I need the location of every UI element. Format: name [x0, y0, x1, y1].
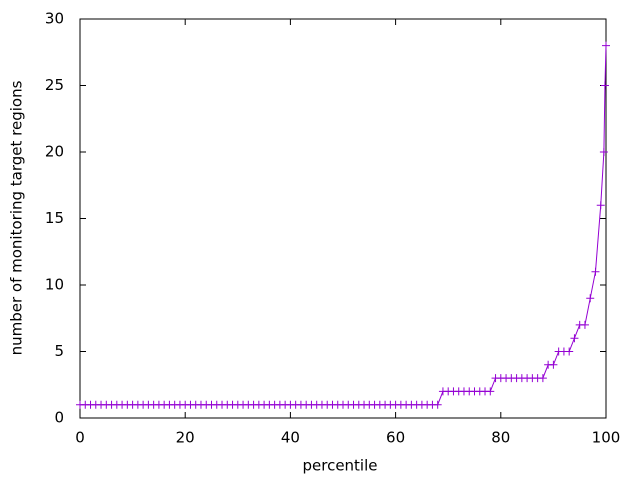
- data-point: [538, 374, 547, 383]
- data-point: [486, 387, 495, 396]
- x-tick-label: 0: [75, 429, 85, 447]
- x-axis-label: percentile: [302, 457, 377, 475]
- data-point: [580, 320, 589, 329]
- y-tick-label: 30: [45, 10, 64, 28]
- y-tick-label: 5: [54, 342, 64, 360]
- data-point: [586, 294, 595, 303]
- y-tick-label: 20: [45, 143, 64, 161]
- data-point: [596, 201, 605, 210]
- x-tick-label: 80: [491, 429, 510, 447]
- y-tick-label: 25: [45, 76, 64, 94]
- data-point: [599, 148, 608, 156]
- x-tick-label: 40: [281, 429, 300, 447]
- data-point: [602, 41, 610, 50]
- data-point: [433, 400, 442, 409]
- data-point: [565, 347, 574, 356]
- plot-border: [79, 18, 607, 419]
- x-tick-label: 20: [176, 429, 195, 447]
- y-tick-label: 10: [45, 276, 64, 294]
- x-tick-label: 100: [592, 429, 621, 447]
- data-line: [80, 45, 607, 406]
- y-axis-label: number of monitoring target regions: [8, 80, 26, 355]
- data-point: [570, 334, 579, 343]
- data-point: [600, 81, 609, 90]
- x-tick-label: 60: [386, 429, 405, 447]
- data-point: [549, 360, 558, 369]
- y-tick-label: 0: [54, 409, 64, 427]
- data-point: [591, 267, 600, 276]
- y-tick-label: 15: [45, 209, 64, 227]
